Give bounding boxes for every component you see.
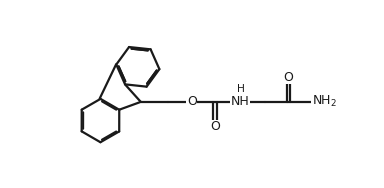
Text: NH$_2$: NH$_2$ — [312, 94, 337, 109]
Text: NH: NH — [231, 95, 250, 108]
Text: O: O — [187, 95, 197, 108]
Text: O: O — [210, 120, 220, 133]
Text: H: H — [237, 84, 245, 94]
Text: O: O — [283, 70, 293, 83]
